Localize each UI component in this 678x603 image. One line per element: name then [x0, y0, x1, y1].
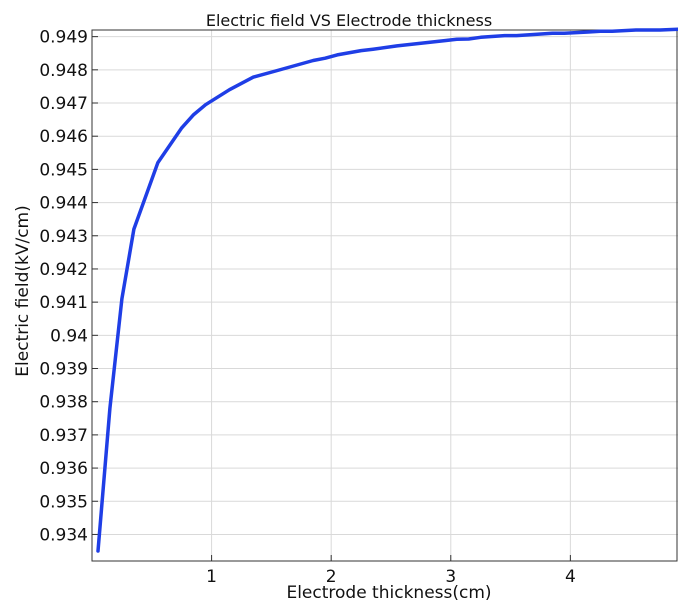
x-tick-label: 4: [565, 567, 576, 587]
y-tick-label: 0.934: [39, 525, 88, 545]
plot-frame: [91, 29, 678, 562]
y-tick-label: 0.945: [39, 160, 88, 180]
y-axis-title: Electric field(kV/cm): [13, 205, 33, 376]
axis-ticks: 0.934 0.935 0.936 0.937 0.938 0.939 0.94 0.941 0…: [39, 28, 575, 587]
y-tick-label: 0.94: [50, 326, 88, 346]
y-tick-label: 0.942: [39, 260, 88, 280]
y-tick-label: 0.946: [39, 127, 88, 147]
y-tick-label: 0.937: [39, 426, 88, 446]
series-line: [96, 27, 678, 553]
y-tick-label: 0.944: [39, 194, 88, 214]
x-tick-label: 2: [326, 567, 337, 587]
x-tick-label: 1: [206, 567, 217, 587]
x-tick-label: 3: [445, 567, 456, 587]
y-tick-label: 0.938: [39, 393, 88, 413]
x-axis-title: Electrode thickness(cm): [286, 583, 491, 603]
grid: [92, 30, 678, 561]
chart-title: Electric field VS Electrode thickness: [206, 11, 492, 30]
y-tick-label: 0.941: [39, 293, 88, 313]
y-tick-label: 0.947: [39, 94, 88, 114]
y-tick-label: 0.936: [39, 459, 88, 479]
y-tick-label: 0.935: [39, 492, 88, 512]
y-tick-label: 0.948: [39, 61, 88, 81]
series-group: [96, 27, 678, 553]
y-tick-label: 0.943: [39, 227, 88, 247]
y-tick-label: 0.949: [39, 28, 88, 48]
y-tick-label: 0.939: [39, 360, 88, 380]
